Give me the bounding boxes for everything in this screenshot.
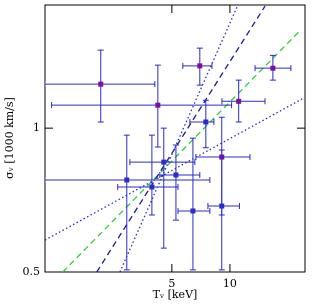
y-error-bar	[189, 137, 196, 271]
x-axis-label: Tᵥ [keV]	[153, 288, 198, 301]
x-error-bar	[159, 171, 201, 178]
y-error-bar	[148, 134, 155, 216]
marker	[219, 203, 225, 209]
marker	[155, 102, 161, 108]
y-axis-label: σᵥ [1000 km/s]	[3, 97, 16, 179]
y-error-bar	[160, 127, 167, 249]
marker	[173, 172, 179, 178]
y-error-bar	[218, 149, 225, 271]
marker	[149, 184, 155, 190]
marker	[236, 98, 242, 104]
fit-line	[62, 30, 301, 272]
fit-line	[45, 96, 305, 241]
marker	[98, 81, 104, 87]
x-error-bar	[117, 184, 179, 191]
x-error-bar	[51, 102, 233, 109]
marker	[124, 177, 130, 183]
fit-line	[119, 5, 239, 272]
y-tick-label: 0.5	[23, 265, 41, 278]
x-error-bar	[189, 119, 215, 126]
marker	[203, 119, 209, 125]
marker	[161, 159, 167, 165]
x-error-bar	[221, 98, 266, 105]
marker	[270, 65, 276, 71]
marker	[197, 63, 203, 69]
plot-area	[45, 5, 305, 272]
x-tick-label: 10	[223, 277, 237, 290]
fit-line	[96, 5, 266, 272]
plot-frame	[44, 4, 306, 273]
x-tick-label: 5	[168, 277, 175, 290]
chart: Tᵥ [keV] σᵥ [1000 km/s] 5 10 0.5 1	[3, 4, 306, 301]
y-error-bar	[172, 144, 179, 221]
y-error-bar	[123, 134, 130, 271]
y-tick-label: 1	[33, 121, 40, 134]
marker	[190, 208, 196, 214]
